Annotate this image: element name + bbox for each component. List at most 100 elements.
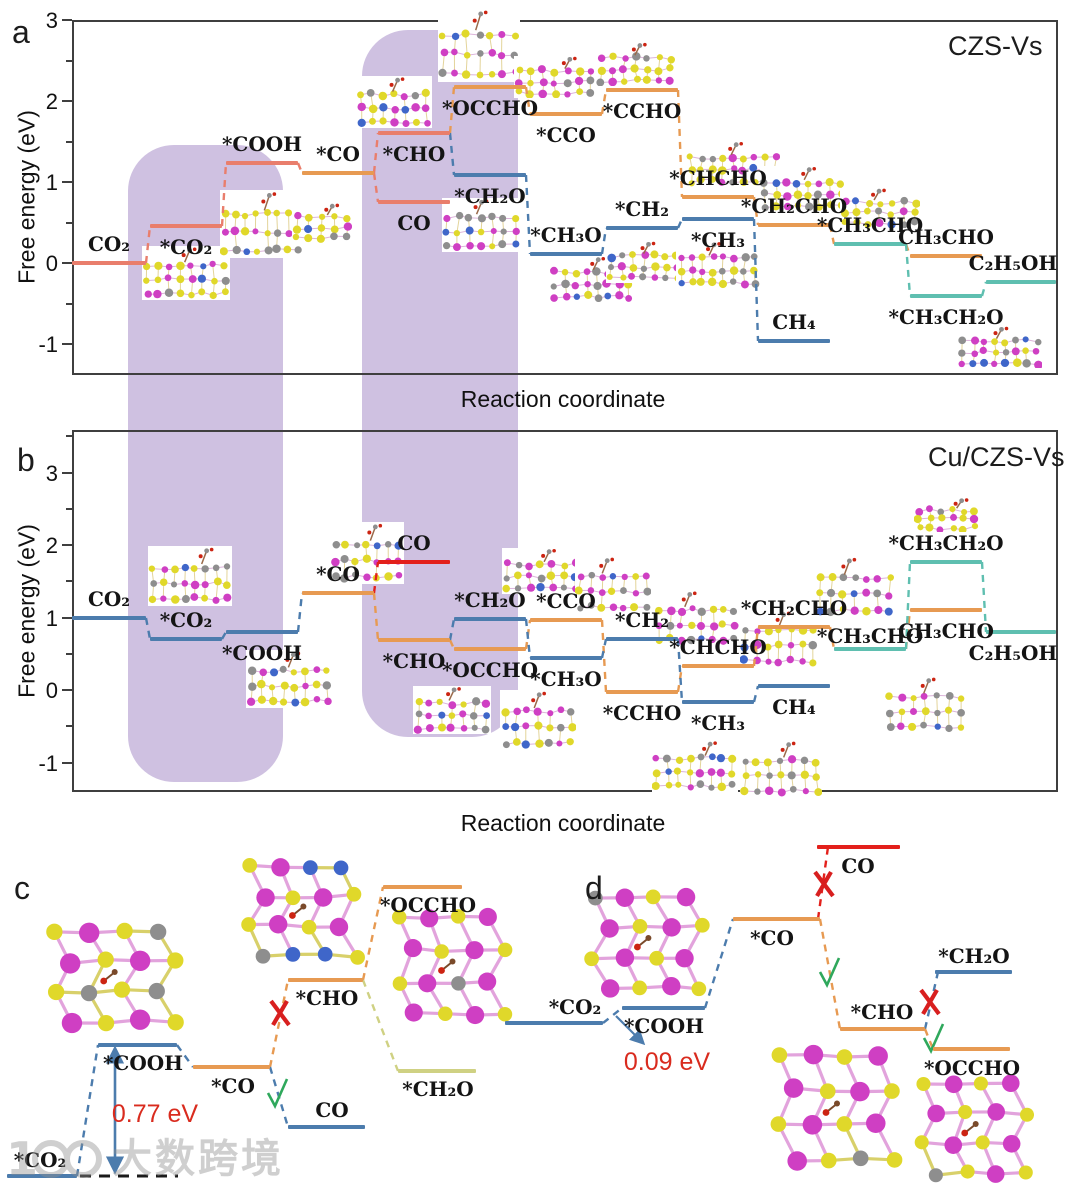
y-axis-major-tick [62, 262, 72, 264]
energy-level [986, 280, 1056, 284]
level-label: *OCCHO [379, 893, 477, 917]
level-label: CO [397, 531, 431, 555]
level-label: *OCCHO [441, 658, 539, 682]
level-label: *CHO [382, 142, 446, 166]
level-label: *CHCHO [669, 635, 767, 659]
level-label: CH₄ [772, 310, 816, 334]
level-label: *CO₂ [159, 608, 213, 632]
energy-level [933, 1047, 1010, 1051]
panel-a-title: CZS-Vs [948, 31, 1043, 61]
panel-b-letter: b [17, 442, 35, 478]
molecule-inset [763, 1040, 903, 1185]
panel-c-letter: c [14, 870, 30, 906]
molecule-inset [356, 76, 432, 128]
watermark: 1 大数跨境 [6, 1136, 284, 1182]
level-label: *CH₂ [614, 608, 670, 632]
energy-level [505, 1021, 603, 1025]
molecule-inset [246, 650, 332, 708]
level-label: *CH₃ [690, 228, 746, 252]
molecule-inset [514, 56, 596, 99]
level-label: *CH₂CHO [740, 596, 848, 620]
energy-level [606, 226, 678, 230]
level-label: *COOH [221, 132, 303, 156]
energy-level [834, 242, 906, 246]
y-axis-tick-label: -1 [38, 751, 58, 776]
level-label: C₂H₅OH [968, 641, 1058, 665]
energy-level [378, 200, 450, 204]
level-label: *CH₂O [402, 1077, 474, 1101]
level-label: CH₃CHO [898, 619, 994, 643]
molecule-inset [596, 42, 676, 87]
energy-level [935, 970, 1012, 974]
energy-level [733, 917, 820, 921]
level-label: *CH₃O [530, 667, 602, 691]
level-label: *CH₃CH₂O [888, 531, 1004, 555]
energy-level [302, 591, 374, 595]
energy-level [530, 112, 602, 116]
molecule-inset [330, 522, 404, 584]
molecule-inset [142, 246, 230, 300]
y-axis-major-tick [62, 472, 72, 474]
y-axis-minor-tick [66, 60, 72, 62]
energy-level [383, 885, 462, 889]
molecule-inset [233, 853, 365, 978]
level-label: *CCHO [602, 99, 682, 123]
y-axis-minor-tick [66, 653, 72, 655]
y-axis-minor-tick [66, 508, 72, 510]
level-label: *COOH [102, 1051, 184, 1075]
level-label: *CO [316, 562, 360, 586]
molecule-inset [442, 198, 520, 252]
energy-level [530, 656, 602, 660]
level-label: *CH₃O [530, 223, 602, 247]
molecule-inset [885, 676, 965, 734]
energy-level [454, 647, 526, 651]
energy-level [910, 608, 982, 612]
level-label: CO [841, 854, 875, 878]
level-label: C₂H₅OH [968, 251, 1058, 275]
molecule-inset [740, 740, 823, 798]
level-label: *CHO [382, 649, 446, 673]
energy-level [378, 638, 450, 642]
molecule-inset [502, 548, 581, 594]
energy-level [817, 845, 900, 849]
energy-level [606, 690, 678, 694]
y-axis-tick-label: 1 [45, 170, 58, 195]
energy-level [226, 161, 298, 165]
energy-level [910, 254, 982, 258]
energy-level [288, 978, 363, 982]
panel-b-xlabel: Reaction coordinate [460, 810, 666, 836]
y-axis-tick-label: 0 [45, 251, 58, 276]
y-axis-major-tick [62, 181, 72, 183]
energy-level [682, 664, 754, 668]
y-axis-minor-tick [66, 580, 72, 582]
energy-level [98, 1043, 177, 1047]
panel-d-letter: d [585, 870, 603, 906]
level-label: CO₂ [87, 587, 131, 611]
watermark-text: 大数跨境 [112, 1136, 285, 1182]
y-axis-tick-label: 0 [45, 678, 58, 703]
molecule-inset [500, 690, 577, 750]
level-label: *CO [750, 926, 794, 950]
level-label: *CO [316, 142, 360, 166]
panel-a-box [72, 20, 1058, 375]
molecule-inset [840, 188, 921, 229]
y-axis-major-tick [62, 343, 72, 345]
energy-level [758, 625, 830, 629]
energy-level [72, 261, 146, 265]
molecule-inset [676, 241, 760, 289]
y-axis-major-tick [62, 617, 72, 619]
level-label: CH₃CHO [898, 225, 994, 249]
energy-level [530, 252, 602, 256]
level-label: *CHO [295, 986, 359, 1010]
energy-level [910, 560, 982, 564]
y-axis-tick-label: 2 [45, 89, 58, 114]
level-label: *CH₃CH₂O [888, 305, 1004, 329]
level-label: *CH₂ [614, 197, 670, 221]
molecule-inset [606, 241, 682, 283]
molecule-inset [292, 203, 353, 243]
energy-level [758, 223, 830, 227]
level-label: *CO [211, 1074, 255, 1098]
energy-level [606, 88, 678, 92]
energy-level [606, 637, 678, 641]
